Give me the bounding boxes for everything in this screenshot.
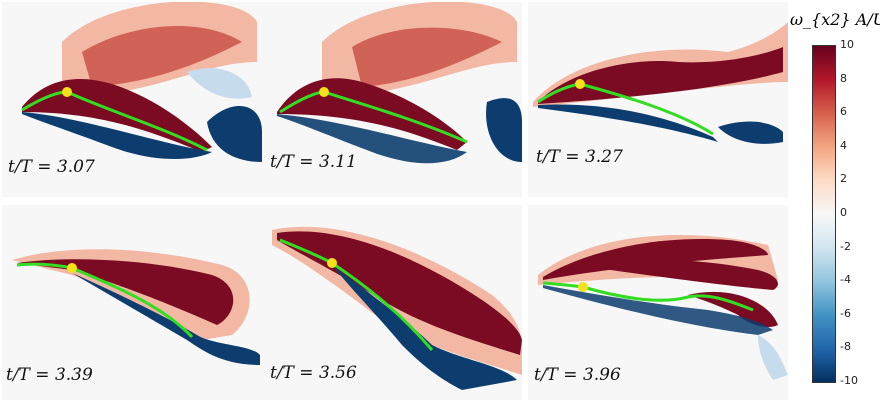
vorticity-field [277,2,522,164]
panel-4: t/T = 3.39 [2,205,262,400]
vorticity-field [538,235,788,380]
colorbar-tick: 8 [840,71,847,85]
vorticity-field [272,226,522,390]
colorbar-tick: 10 [840,38,854,51]
time-label: t/T = 3.07 [8,157,95,177]
vorticity-field [533,22,788,144]
panel-1: t/T = 3.07 [2,2,262,197]
panel-6: t/T = 3.96 [528,205,788,400]
vorticity-field [12,249,260,365]
time-label: t/T = 3.11 [270,152,357,172]
time-label: t/T = 3.96 [534,365,621,385]
colorbar-title: ω_{x2} A/U_∞ [790,10,880,29]
colorbar-tick: 4 [840,138,847,152]
colorbar [812,45,836,383]
colorbar-tick: 0 [840,206,847,219]
colorbar-tick: 2 [840,172,847,186]
vorticity-field [21,2,262,162]
colorbar-tick: -4 [840,273,851,287]
time-label: t/T = 3.27 [536,147,623,167]
colorbar-tick: -8 [840,340,851,354]
colorbar-tick: -10 [840,374,858,387]
panel-5: t/T = 3.56 [262,205,522,400]
time-label: t/T = 3.39 [6,365,93,385]
time-label: t/T = 3.56 [270,363,357,383]
panel-2: t/T = 3.11 [262,2,522,197]
colorbar-tick: -2 [840,239,851,253]
panel-3: t/T = 3.27 [528,2,788,197]
colorbar-tick: -6 [840,306,851,320]
colorbar-tick: 6 [840,105,847,119]
